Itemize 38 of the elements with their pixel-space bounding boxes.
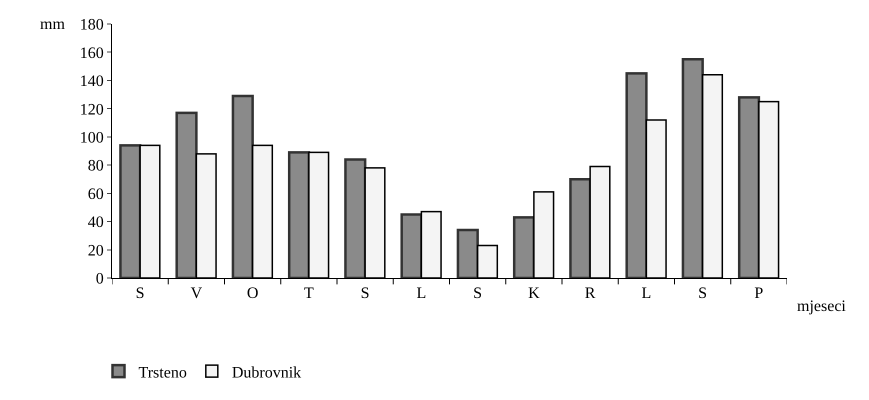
y-tick-label: 20 <box>88 242 104 260</box>
bar <box>119 144 142 278</box>
x-tick-label: L <box>641 285 652 302</box>
bar <box>625 72 648 278</box>
bar <box>512 216 536 278</box>
x-tick-label: S <box>473 285 482 302</box>
x-tick-label: S <box>360 285 370 302</box>
x-tick-label: T <box>304 285 314 302</box>
bar <box>569 178 592 278</box>
x-tick-label: O <box>246 285 258 302</box>
bar <box>400 213 423 278</box>
x-tick-label: L <box>416 285 426 302</box>
x-axis-title: mjeseci <box>797 298 846 315</box>
x-tick-label: K <box>528 285 540 302</box>
x-tick-label: S <box>698 285 708 302</box>
bar <box>738 96 760 278</box>
bar <box>288 151 310 278</box>
y-tick-label: 140 <box>80 73 104 90</box>
x-tick-label: V <box>190 285 203 302</box>
bar <box>344 158 366 278</box>
bar <box>456 228 479 278</box>
bar <box>175 112 198 278</box>
legend-label: Dubrovnik <box>232 364 302 382</box>
bar <box>682 58 704 278</box>
y-tick-label: 160 <box>80 44 104 62</box>
y-tick-label: 100 <box>80 129 104 146</box>
y-tick-label: 80 <box>88 158 104 175</box>
x-tick-label: R <box>584 285 596 302</box>
x-tick-label: S <box>136 285 145 302</box>
y-axis-title: mm <box>40 16 66 33</box>
bar <box>232 94 254 278</box>
y-tick-label: 60 <box>88 186 104 203</box>
y-tick-label: 40 <box>88 214 104 232</box>
y-tick-label: 120 <box>80 101 104 118</box>
y-tick-label: 180 <box>80 16 104 34</box>
y-tick-label: 0 <box>96 270 104 288</box>
x-tick-label: P <box>754 285 764 302</box>
legend-label: Trsteno <box>138 364 187 382</box>
